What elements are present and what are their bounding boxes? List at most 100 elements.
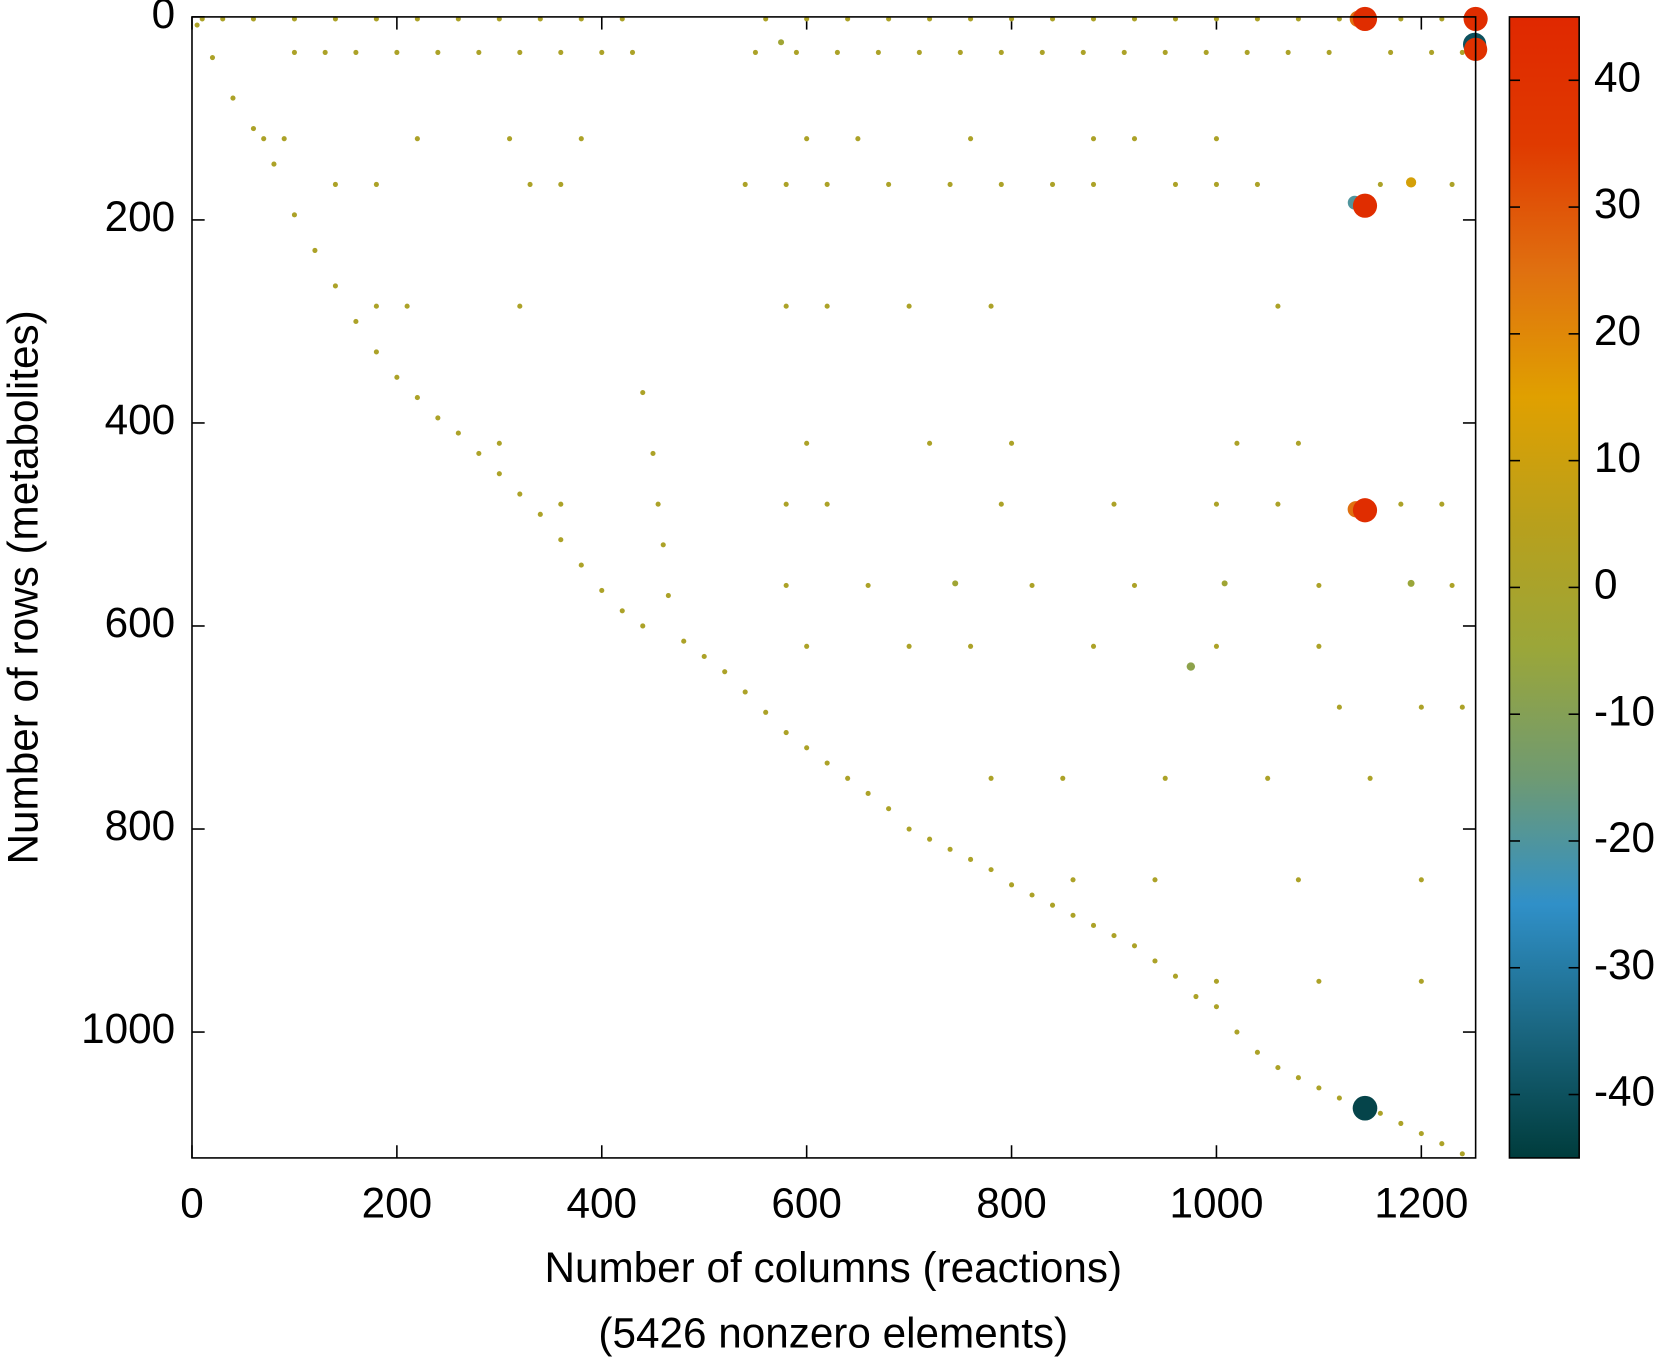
data-point <box>824 760 830 766</box>
data-point <box>988 775 994 781</box>
data-point <box>1131 582 1138 588</box>
data-point <box>1429 49 1435 55</box>
data-point <box>230 95 236 101</box>
colorbar-tick-label: 30 <box>1594 180 1641 227</box>
data-point <box>1213 978 1220 984</box>
data-point <box>1352 193 1378 218</box>
data-point <box>1121 49 1127 55</box>
x-tick-label: 600 <box>771 1180 842 1227</box>
data-point <box>1090 643 1097 649</box>
data-point <box>804 136 810 142</box>
data-point <box>414 395 420 401</box>
data-point <box>1213 1004 1220 1010</box>
data-point <box>507 136 513 142</box>
data-point <box>1213 181 1220 187</box>
data-point <box>1080 49 1086 55</box>
colorbar-tick-label: 0 <box>1594 561 1617 608</box>
data-point <box>1162 775 1168 781</box>
data-point <box>701 653 707 660</box>
data-point <box>353 318 359 325</box>
data-point <box>845 775 851 781</box>
data-point <box>681 638 687 644</box>
data-point <box>875 49 881 55</box>
data-point <box>527 181 533 187</box>
data-point <box>476 450 482 456</box>
data-point <box>783 501 789 507</box>
data-point <box>952 580 959 587</box>
data-point <box>517 303 523 309</box>
data-point <box>742 689 748 695</box>
data-point <box>1367 775 1373 781</box>
data-point <box>1029 582 1035 588</box>
data-point <box>783 181 789 187</box>
data-point <box>804 745 810 751</box>
data-point <box>1152 958 1158 964</box>
data-point <box>291 212 297 218</box>
data-point <box>517 491 523 497</box>
colorbar-tick-label: 40 <box>1594 53 1641 100</box>
x-tick-label: 0 <box>180 1180 204 1227</box>
data-point <box>435 415 441 421</box>
data-point <box>1070 877 1076 883</box>
data-point <box>332 181 338 187</box>
colorbar-tick-label: 10 <box>1594 434 1641 481</box>
y-tick-label: 0 <box>152 0 176 37</box>
data-point <box>394 374 400 380</box>
data-point <box>404 303 410 309</box>
data-point <box>640 389 646 396</box>
data-point <box>1449 181 1455 187</box>
data-point <box>599 49 605 55</box>
x-tick-label: 400 <box>567 1180 638 1227</box>
data-point <box>660 542 666 548</box>
data-point <box>1398 1120 1404 1126</box>
data-point <box>599 587 605 594</box>
data-point <box>1008 440 1015 446</box>
data-point <box>1316 978 1322 984</box>
data-point <box>261 136 267 142</box>
data-point <box>988 867 994 873</box>
data-point <box>332 283 338 289</box>
data-point <box>558 501 564 507</box>
colorbar <box>1508 16 1580 1159</box>
data-point <box>496 440 502 446</box>
data-point <box>558 537 564 543</box>
data-point <box>322 49 328 55</box>
data-point <box>1405 177 1417 188</box>
data-point <box>655 501 661 507</box>
data-point <box>1352 498 1378 523</box>
y-axis-label: Number of rows (metabolites) <box>0 310 46 864</box>
data-point <box>312 247 318 253</box>
data-point <box>1162 49 1168 55</box>
data-point <box>194 22 200 28</box>
data-point <box>927 440 933 446</box>
data-point <box>1388 49 1394 55</box>
data-point <box>476 49 482 55</box>
data-point <box>517 49 523 55</box>
data-point <box>752 49 758 55</box>
data-point <box>1326 49 1332 55</box>
data-point <box>927 836 933 842</box>
data-point <box>1152 877 1158 883</box>
data-point <box>414 136 420 142</box>
data-point <box>1449 582 1455 588</box>
data-point <box>1295 877 1301 883</box>
data-point <box>865 582 871 588</box>
data-point <box>1213 643 1220 649</box>
data-point <box>496 471 502 477</box>
data-point <box>1459 49 1465 55</box>
data-point <box>988 303 994 309</box>
data-point <box>906 643 912 649</box>
y-tick-label: 600 <box>105 599 176 646</box>
data-point <box>1008 882 1015 888</box>
data-point <box>1418 704 1424 710</box>
y-tick-label: 200 <box>105 193 176 240</box>
data-point <box>1244 49 1250 55</box>
data-point <box>1418 978 1424 984</box>
data-point <box>1090 181 1097 187</box>
data-point <box>947 846 953 852</box>
data-point <box>1439 501 1445 507</box>
data-point <box>665 592 671 599</box>
data-point <box>537 511 543 517</box>
x-tick-label: 800 <box>976 1180 1047 1227</box>
